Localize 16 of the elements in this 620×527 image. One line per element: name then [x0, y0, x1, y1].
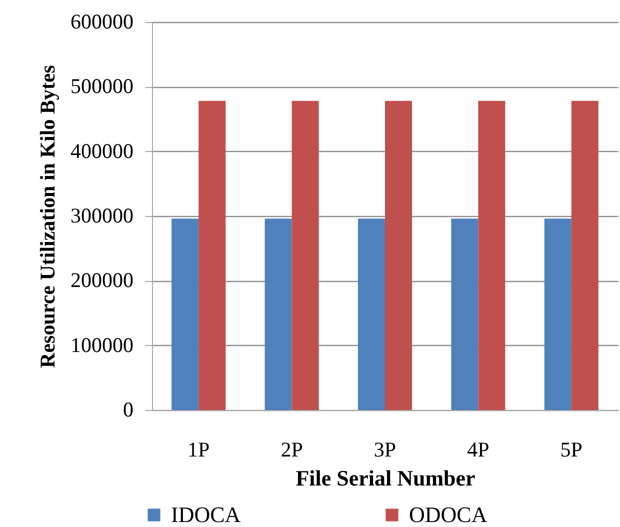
y-tick-label: 600000: [70, 10, 134, 34]
y-axis-title: Resource Utilization in Kilo Bytes: [36, 65, 60, 368]
y-tick-label: 200000: [70, 268, 134, 292]
x-axis-title: File Serial Number: [296, 466, 476, 490]
x-tick-label: 1P: [188, 438, 210, 462]
x-tick-label: 4P: [467, 438, 490, 462]
legend-label: IDOCA: [171, 502, 241, 527]
y-tick-label: 300000: [70, 204, 134, 228]
y-tick-label: 500000: [70, 74, 134, 98]
y-tick-label: 0: [123, 398, 134, 422]
x-tick-label: 2P: [280, 438, 303, 462]
legend-label: ODOCA: [409, 502, 488, 527]
y-tick-label: 100000: [70, 332, 134, 357]
x-tick-label: 5P: [560, 438, 582, 462]
y-tick-label: 400000: [70, 138, 134, 163]
x-tick-label: 3P: [374, 438, 396, 462]
